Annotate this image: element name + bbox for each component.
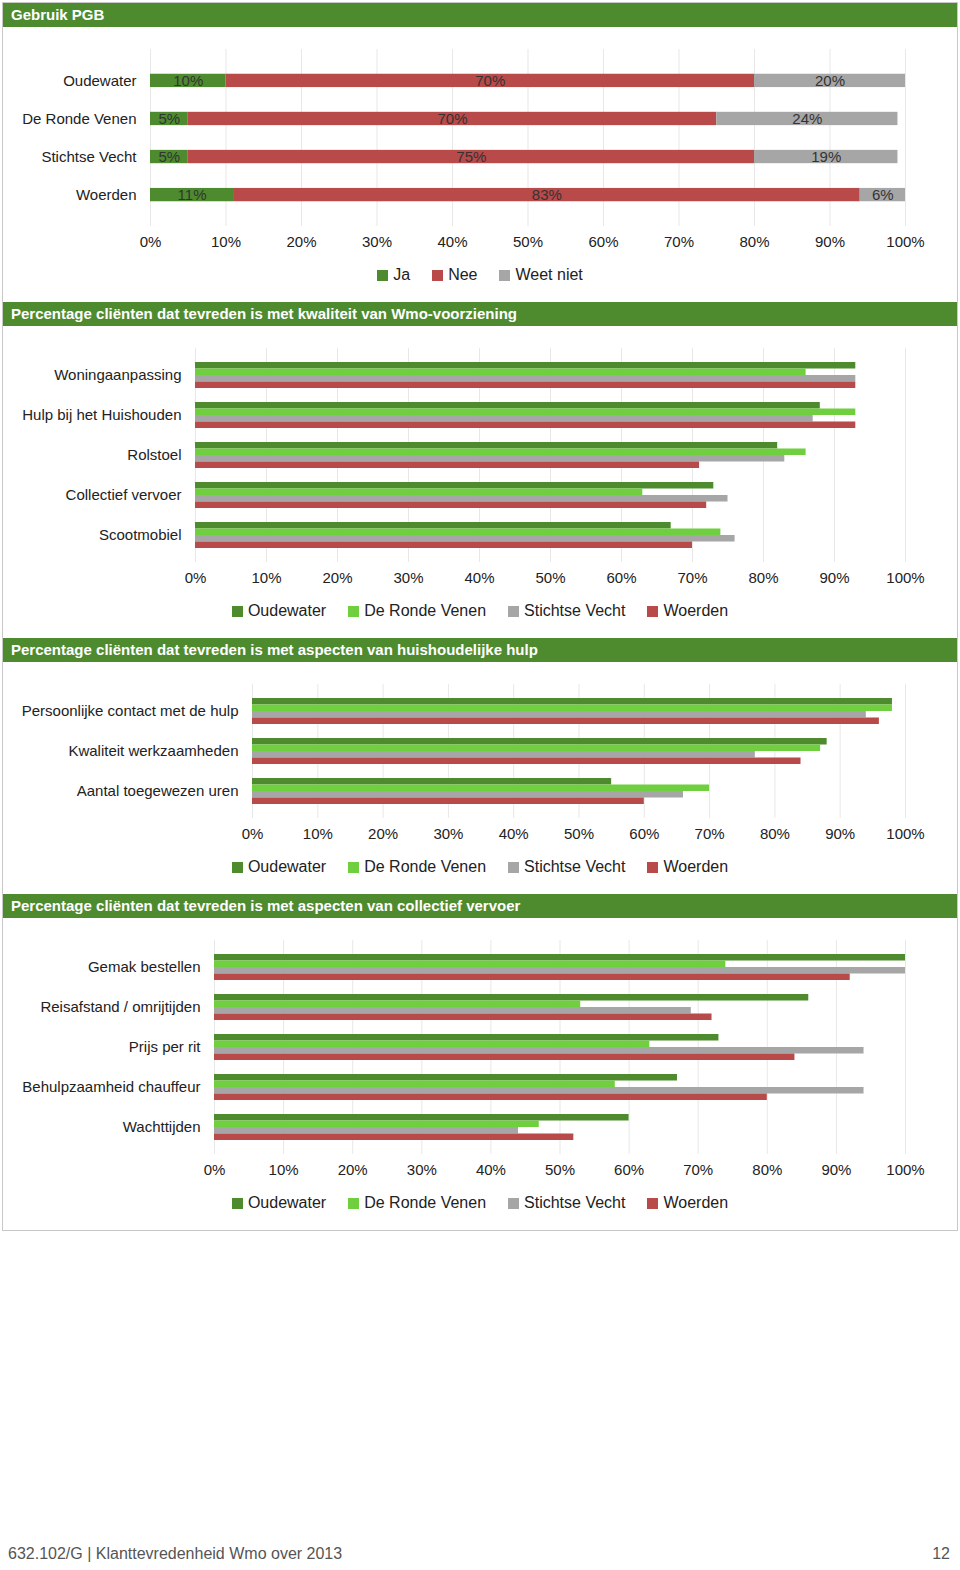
html-text:Percentage cliënten dat tevred: Percentage cliënten dat tevreden is met …: [11, 641, 538, 658]
svg-text:90%: 90%: [815, 233, 845, 250]
svg-text:30%: 30%: [393, 569, 423, 586]
svg-text:5%: 5%: [159, 110, 181, 127]
svg-text:Behulpzaamheid chauffeur: Behulpzaamheid chauffeur: [22, 1078, 200, 1095]
svg-text:30%: 30%: [433, 825, 463, 842]
svg-text:60%: 60%: [614, 1161, 644, 1178]
svg-text:50%: 50%: [513, 233, 543, 250]
svg-text:90%: 90%: [821, 1161, 851, 1178]
html-text:Gebruik PGB: Gebruik PGB: [11, 6, 105, 23]
svg-text:40%: 40%: [476, 1161, 506, 1178]
html-text:Percentage cliënten dat tevred: Percentage cliënten dat tevreden is met …: [11, 897, 521, 914]
svg-text:24%: 24%: [792, 110, 822, 127]
svg-text:60%: 60%: [629, 825, 659, 842]
svg-text:Oudewater: Oudewater: [63, 72, 136, 89]
html-text:Woerden: Woerden: [663, 602, 729, 619]
svg-text:0%: 0%: [204, 1161, 226, 1178]
svg-text:Aantal toegewezen uren: Aantal toegewezen uren: [77, 782, 239, 799]
svg-text:70%: 70%: [677, 569, 707, 586]
svg-text:60%: 60%: [606, 569, 636, 586]
svg-text:20%: 20%: [286, 233, 316, 250]
svg-text:70%: 70%: [475, 72, 505, 89]
html-text:Stichtse Vecht: Stichtse Vecht: [524, 602, 626, 619]
html-text:Percentage cliënten dat tevred: Percentage cliënten dat tevreden is met …: [11, 305, 517, 322]
svg-text:Prijs per rit: Prijs per rit: [129, 1038, 202, 1055]
html-text:De Ronde Venen: De Ronde Venen: [364, 602, 486, 619]
svg-text:100%: 100%: [886, 233, 924, 250]
svg-text:Wachttijden: Wachttijden: [123, 1118, 201, 1135]
svg-text:90%: 90%: [825, 825, 855, 842]
svg-text:Woningaanpassing: Woningaanpassing: [54, 366, 181, 383]
svg-text:Reisafstand / omrijtijden: Reisafstand / omrijtijden: [40, 998, 200, 1015]
svg-text:40%: 40%: [499, 825, 529, 842]
svg-text:70%: 70%: [437, 110, 467, 127]
html-text:Nee: Nee: [448, 266, 478, 283]
svg-text:20%: 20%: [338, 1161, 368, 1178]
svg-text:50%: 50%: [545, 1161, 575, 1178]
svg-text:Kwaliteit werkzaamheden: Kwaliteit werkzaamheden: [68, 742, 238, 759]
svg-text:80%: 80%: [739, 233, 769, 250]
svg-text:De Ronde Venen: De Ronde Venen: [22, 110, 136, 127]
svg-text:Scootmobiel: Scootmobiel: [99, 526, 182, 543]
svg-text:100%: 100%: [886, 569, 924, 586]
svg-text:100%: 100%: [886, 1161, 924, 1178]
svg-text:75%: 75%: [456, 148, 486, 165]
svg-text:5%: 5%: [159, 148, 181, 165]
svg-text:80%: 80%: [760, 825, 790, 842]
svg-text:10%: 10%: [251, 569, 281, 586]
html-text:Oudewater: Oudewater: [247, 1194, 327, 1211]
html-text:De Ronde Venen: De Ronde Venen: [364, 1194, 486, 1211]
svg-text:Woerden: Woerden: [76, 186, 137, 203]
svg-text:Persoonlijke contact met de hu: Persoonlijke contact met de hulp: [22, 702, 239, 719]
svg-text:100%: 100%: [886, 825, 924, 842]
svg-text:10%: 10%: [269, 1161, 299, 1178]
svg-text:90%: 90%: [819, 569, 849, 586]
svg-text:Rolstoel: Rolstoel: [127, 446, 181, 463]
svg-text:60%: 60%: [588, 233, 618, 250]
svg-text:40%: 40%: [464, 569, 494, 586]
svg-text:70%: 70%: [664, 233, 694, 250]
svg-text:Gemak bestellen: Gemak bestellen: [88, 958, 201, 975]
svg-text:0%: 0%: [140, 233, 162, 250]
svg-text:20%: 20%: [815, 72, 845, 89]
svg-text:10%: 10%: [211, 233, 241, 250]
html-text:632.102/G | Klanttevredenheid: 632.102/G | Klanttevredenheid Wmo over 2…: [8, 1545, 343, 1562]
svg-text:70%: 70%: [683, 1161, 713, 1178]
svg-text:50%: 50%: [535, 569, 565, 586]
svg-text:20%: 20%: [368, 825, 398, 842]
svg-text:Hulp bij het Huishouden: Hulp bij het Huishouden: [22, 406, 181, 423]
svg-text:19%: 19%: [811, 148, 841, 165]
html-text:Oudewater: Oudewater: [247, 602, 327, 619]
svg-text:80%: 80%: [748, 569, 778, 586]
svg-text:6%: 6%: [872, 186, 894, 203]
svg-text:20%: 20%: [322, 569, 352, 586]
svg-text:11%: 11%: [178, 186, 207, 203]
svg-text:80%: 80%: [752, 1161, 782, 1178]
svg-text:30%: 30%: [407, 1161, 437, 1178]
svg-text:50%: 50%: [564, 825, 594, 842]
html-text:Weet niet: Weet niet: [515, 266, 583, 283]
svg-text:83%: 83%: [532, 186, 562, 203]
html-text:Oudewater: Oudewater: [247, 858, 327, 875]
html-text:Woerden: Woerden: [663, 1194, 729, 1211]
svg-text:0%: 0%: [185, 569, 207, 586]
svg-text:70%: 70%: [695, 825, 725, 842]
html-text:Woerden: Woerden: [663, 858, 729, 875]
svg-text:30%: 30%: [362, 233, 392, 250]
svg-text:Collectief vervoer: Collectief vervoer: [66, 486, 182, 503]
html-text:Ja: Ja: [393, 266, 411, 283]
svg-text:0%: 0%: [242, 825, 264, 842]
html-text:Stichtse Vecht: Stichtse Vecht: [524, 858, 626, 875]
svg-text:40%: 40%: [437, 233, 467, 250]
html-text:Stichtse Vecht: Stichtse Vecht: [524, 1194, 626, 1211]
svg-text:10%: 10%: [303, 825, 333, 842]
html-text:De Ronde Venen: De Ronde Venen: [364, 858, 486, 875]
svg-text:Stichtse Vecht: Stichtse Vecht: [41, 148, 137, 165]
html-text:12: 12: [932, 1545, 950, 1562]
svg-text:10%: 10%: [173, 72, 203, 89]
